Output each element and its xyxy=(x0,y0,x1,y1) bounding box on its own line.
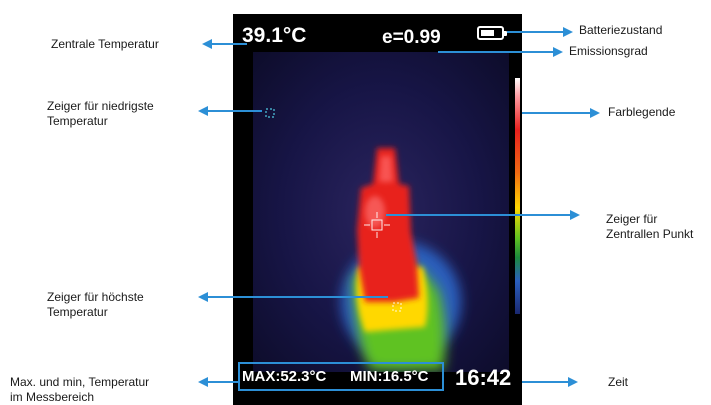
arrow-hoechste-temperatur xyxy=(198,292,388,302)
label-emissionsgrad: Emissionsgrad xyxy=(569,44,648,58)
label-zeit: Zeit xyxy=(608,375,629,389)
central-temperature-readout: 39.1°C xyxy=(242,24,307,47)
emissivity-readout: e=0.99 xyxy=(382,27,441,48)
label-farblegende: Farblegende xyxy=(608,105,676,119)
thermal-image xyxy=(253,52,509,372)
center-point-crosshair xyxy=(364,212,390,238)
arrow-emissionsgrad xyxy=(438,47,563,57)
label-zentraler-punkt: Zeiger für Zentrallen Punkt xyxy=(606,212,694,241)
thermal-image-svg xyxy=(265,108,461,370)
time-readout: 16:42 xyxy=(455,365,512,390)
arrow-batteriezustand xyxy=(507,27,573,37)
thermal-camera-screen: 39.1°C e=0.99 xyxy=(233,14,522,405)
lowest-temperature-marker xyxy=(265,108,275,118)
min-temperature-readout: MIN:16.5°C xyxy=(350,368,429,385)
arrow-zentraler-punkt xyxy=(386,210,580,220)
battery-icon xyxy=(477,26,507,40)
label-zentrale-temperatur: Zentrale Temperatur xyxy=(51,37,159,51)
max-temperature-readout: MAX:52.3°C xyxy=(242,368,327,385)
arrow-max-min-temperatur xyxy=(198,377,238,387)
label-max-min-temperatur: Max. und min, Temperatur im Messbereich xyxy=(10,375,150,404)
arrow-zeit xyxy=(522,377,578,387)
color-legend-bar xyxy=(515,78,520,314)
arrow-niedrigste-temperatur xyxy=(198,106,262,116)
hot-highlight xyxy=(379,156,393,182)
max-min-box xyxy=(238,362,444,391)
arrow-farblegende xyxy=(522,108,600,118)
highest-temperature-marker xyxy=(392,302,402,312)
label-batteriezustand: Batteriezustand xyxy=(579,23,663,37)
arrow-zentrale-temperatur xyxy=(202,39,247,49)
label-niedrigste-temperatur: Zeiger für niedrigste Temperatur xyxy=(47,99,154,128)
label-hoechste-temperatur: Zeiger für höchste Temperatur xyxy=(47,290,144,319)
